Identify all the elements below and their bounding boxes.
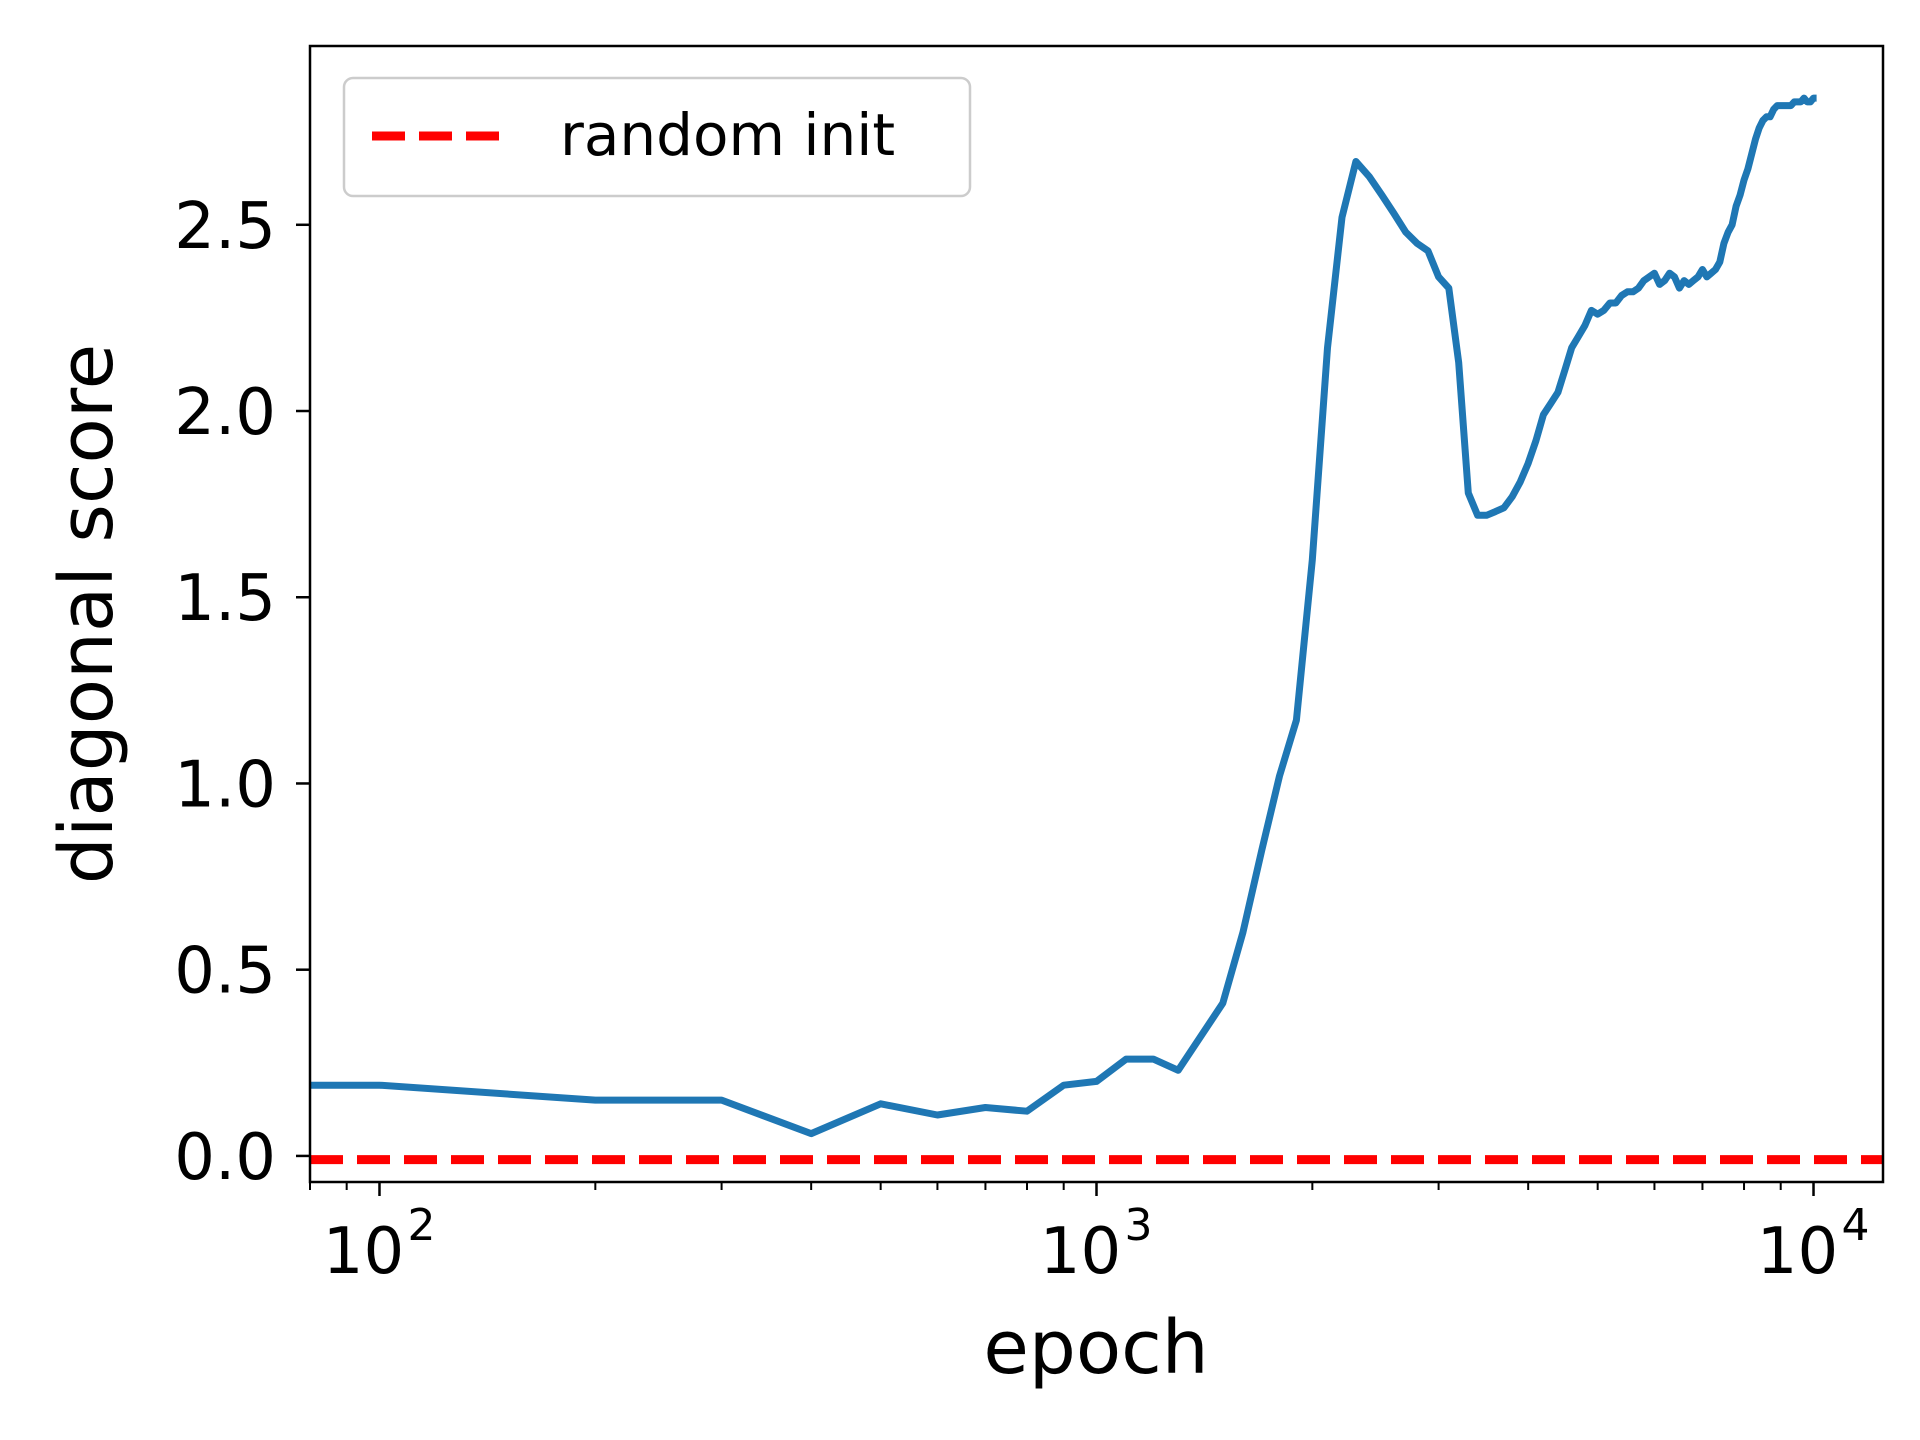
x-tick-label-exponent: 2 <box>407 1200 435 1251</box>
x-axis-label: epoch <box>983 1305 1208 1391</box>
y-tick-label: 1.5 <box>174 562 276 636</box>
x-tick-label: 10 <box>1757 1215 1838 1289</box>
y-tick-label: 0.0 <box>174 1121 276 1195</box>
y-tick-label: 1.0 <box>174 748 276 822</box>
x-tick-label: 10 <box>323 1215 404 1289</box>
y-tick-label: 0.5 <box>174 935 276 1009</box>
y-axis-label: diagonal score <box>44 344 130 884</box>
legend-frame <box>342 76 972 198</box>
series-line-0 <box>310 94 1817 1138</box>
x-tick-label-exponent: 3 <box>1125 1200 1153 1251</box>
legend-label-random-init: random init <box>560 101 895 169</box>
legend: random init <box>342 76 972 198</box>
plot-background <box>310 46 1883 1182</box>
y-tick-label: 2.5 <box>174 190 276 264</box>
x-tick-label-exponent: 4 <box>1842 1200 1870 1251</box>
y-tick-label: 2.0 <box>174 376 276 450</box>
x-tick-label: 10 <box>1040 1215 1121 1289</box>
